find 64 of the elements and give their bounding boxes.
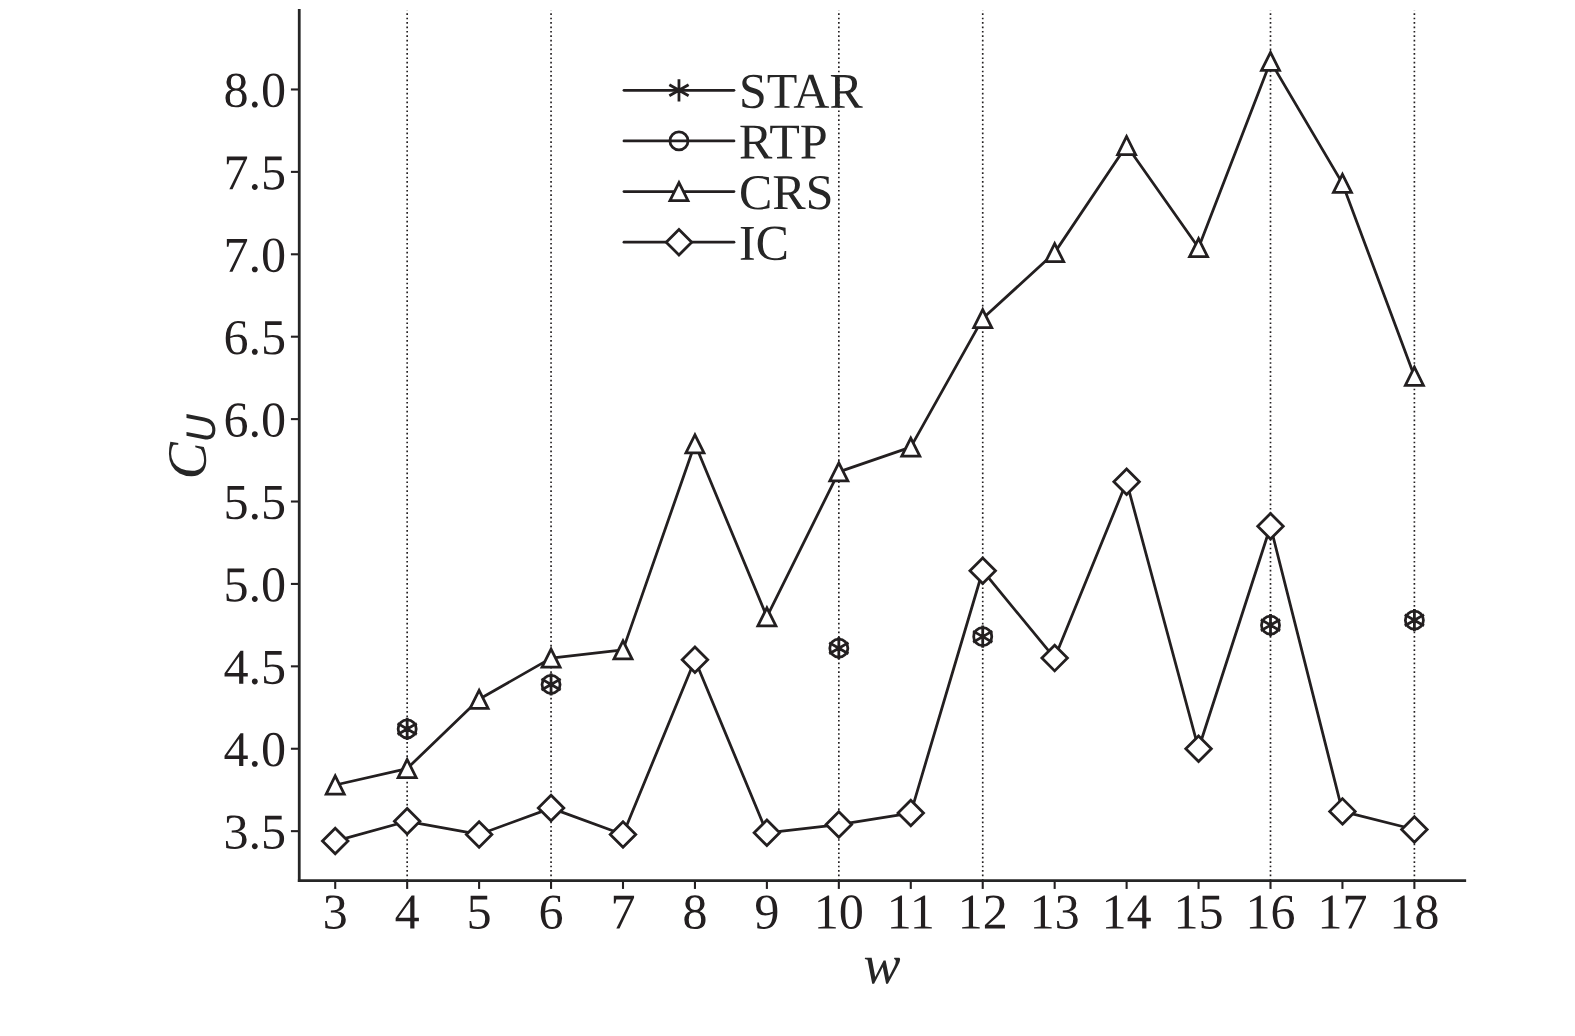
point	[1256, 512, 1285, 541]
x-tick-label: 5	[469, 895, 490, 929]
point	[900, 436, 922, 458]
legend-label: RTP	[740, 125, 826, 159]
point	[536, 793, 566, 823]
point	[321, 826, 350, 856]
x-tick-label: 16	[1249, 895, 1295, 929]
legend-label: CRS	[741, 175, 831, 210]
y-tick-label: 4.5	[224, 650, 285, 685]
legend-label: STAR	[742, 74, 863, 109]
y-tick-label: 5.5	[226, 486, 285, 520]
point	[540, 647, 562, 669]
point	[468, 688, 490, 710]
point	[752, 818, 782, 847]
point	[824, 810, 853, 839]
point	[1188, 237, 1209, 259]
point	[1328, 797, 1357, 826]
x-tick-label: 13	[1034, 895, 1078, 929]
point	[1332, 173, 1353, 194]
point	[896, 798, 925, 828]
x-tick-label: 9	[756, 895, 778, 929]
y-tick-label: 7.5	[226, 156, 285, 190]
point	[1403, 365, 1425, 387]
y-tick-label: 4.0	[224, 732, 285, 767]
y-tick-label: 6.0	[225, 403, 285, 438]
point	[324, 774, 346, 796]
x-tick-label: 17	[1321, 895, 1367, 929]
y-tick-label: 8.0	[225, 73, 285, 108]
x-tick-label: 4	[395, 895, 419, 929]
y-tick-label: 3.5	[225, 815, 285, 850]
point	[393, 807, 422, 836]
point	[828, 461, 850, 483]
x-tick-label: 14	[1106, 895, 1151, 929]
x-tick-label: 8	[684, 895, 706, 929]
x-tick-label: 12	[962, 895, 1005, 929]
y-axis-title: C$_{U}$	[168, 414, 216, 477]
point	[1112, 467, 1141, 496]
point	[1116, 135, 1138, 156]
x-tick-label: 3	[325, 895, 346, 929]
point	[972, 308, 994, 329]
point	[1184, 734, 1213, 763]
point	[1044, 242, 1066, 264]
point	[968, 556, 997, 585]
point	[608, 820, 638, 849]
x-axis-title: w	[864, 957, 901, 984]
point	[1400, 815, 1429, 844]
x-tick-label: 10	[818, 895, 862, 929]
x-tick-label: 11	[891, 895, 932, 929]
x-tick-label: 15	[1177, 895, 1222, 929]
y-tick-label: 6.5	[225, 320, 285, 355]
x-tick-label: 18	[1393, 895, 1438, 929]
point	[1260, 51, 1281, 72]
x-tick-label: 6	[540, 895, 563, 929]
y-tick-label: 7.0	[226, 238, 285, 273]
y-tick-label: 5.0	[226, 568, 285, 602]
legend-label: IC	[740, 226, 787, 261]
x-tick-label: 7	[613, 895, 635, 929]
point	[464, 820, 494, 849]
point	[1040, 643, 1069, 673]
point	[680, 645, 710, 674]
point	[612, 639, 634, 661]
point	[756, 606, 778, 628]
point	[396, 758, 418, 779]
point	[684, 433, 706, 455]
